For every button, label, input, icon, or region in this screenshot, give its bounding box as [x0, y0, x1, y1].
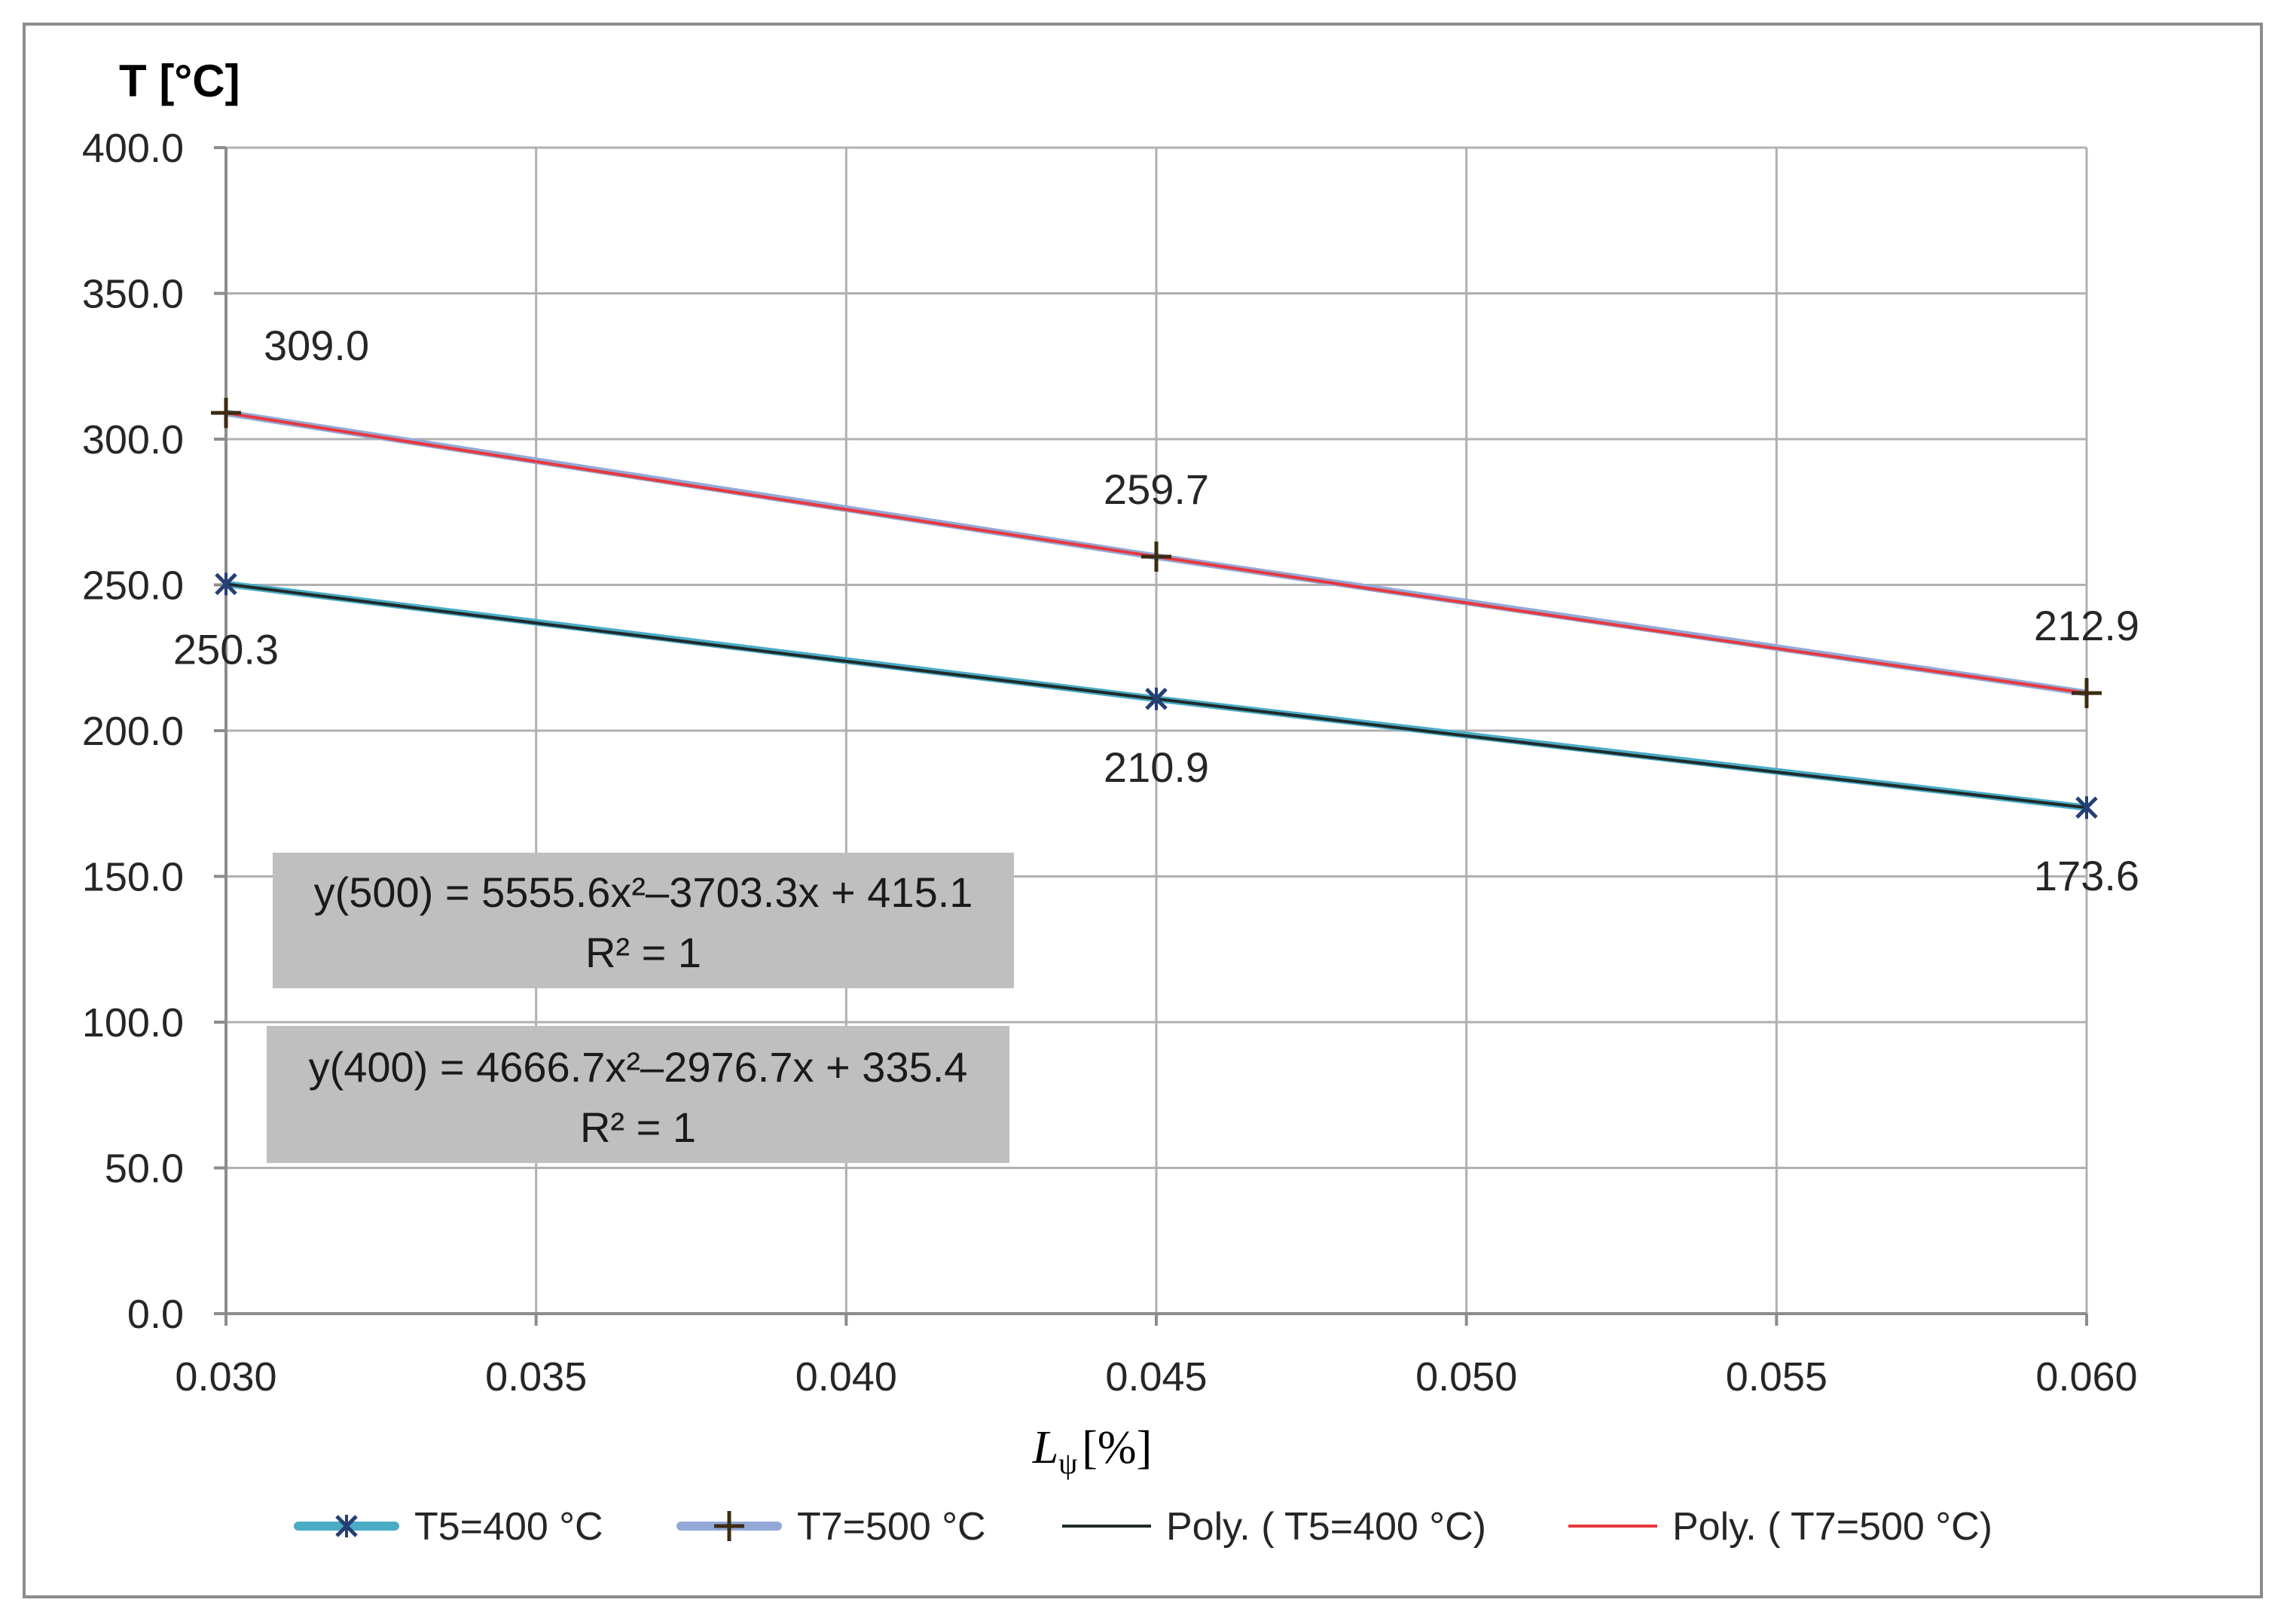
y-tick-labels: 0.0 50.0 100.0 150.0 200.0 250.0 300.0 350.0 400… [82, 126, 184, 1337]
x-tick-label-6: 0.060 [2035, 1354, 2137, 1400]
data-label-t7-2: 212.9 [2034, 602, 2139, 649]
equation-t7: y(500) = 5555.6x²–3703.3x + 415.1 [314, 868, 973, 916]
r2-t5: R² = 1 [580, 1104, 696, 1151]
legend-label-poly-t5: Poly. ( T5=400 °C) [1166, 1505, 1486, 1549]
legend-item-t7: T7=500 °C [676, 1505, 986, 1549]
equation-box-t5-bg [267, 1026, 1009, 1163]
y-tick-label-5: 250.0 [82, 563, 184, 609]
y-tick-label-4: 200.0 [82, 709, 184, 754]
equation-t5: y(400) = 4666.7x²–2976.7x + 335.4 [309, 1043, 968, 1091]
point-t5-2 [2075, 796, 2098, 820]
x-tick-label-1: 0.035 [485, 1354, 587, 1400]
equation-box-t5: y(400) = 4666.7x²–2976.7x + 335.4 R² = 1 [267, 1026, 1009, 1163]
equation-box-t7: y(500) = 5555.6x²–3703.3x + 415.1 R² = 1 [273, 853, 1014, 988]
x-tick-label-3: 0.045 [1105, 1354, 1207, 1400]
y-tick-label-2: 100.0 [82, 1000, 184, 1046]
y-tick-label-8: 400.0 [82, 126, 184, 171]
point-t7-2 [2072, 678, 2102, 709]
legend-item-t5: T5=400 °C [294, 1505, 603, 1549]
x-axis-title-sub: ψ [1058, 1446, 1077, 1480]
legend-marker-t7 [714, 1511, 744, 1541]
x-tick-labels: 0.030 0.035 0.040 0.045 0.050 0.055 0.060 [175, 1354, 2137, 1400]
point-t7-0 [211, 398, 241, 429]
legend-label-t5: T5=400 °C [414, 1505, 603, 1549]
legend-marker-t5-shape [335, 1515, 358, 1537]
legend-item-poly-t5: Poly. ( T5=400 °C) [1062, 1505, 1486, 1549]
data-label-t5-0: 250.3 [173, 625, 279, 673]
legend-label-poly-t7: Poly. ( T7=500 °C) [1672, 1505, 1992, 1549]
point-t5-0 [215, 572, 237, 596]
equation-box-t7-bg [273, 853, 1014, 988]
y-tick-label-0: 0.0 [127, 1292, 184, 1337]
legend-item-poly-t7: Poly. ( T7=500 °C) [1568, 1505, 1992, 1549]
series-layer [211, 398, 2102, 820]
point-t5-1 [1145, 687, 1168, 710]
data-label-t5-1: 210.9 [1104, 743, 1209, 791]
y-tick-label-6: 300.0 [82, 417, 184, 462]
data-label-t7-1: 259.7 [1104, 466, 1209, 513]
chart-frame [23, 23, 2263, 1598]
x-tick-label-2: 0.040 [795, 1354, 897, 1400]
y-axis-title: T [°C] [119, 56, 240, 106]
x-axis-title: Lψ[%] [1032, 1422, 1152, 1480]
legend-marker-t5 [335, 1515, 358, 1537]
x-axis-title-main: L [1032, 1422, 1058, 1473]
r2-t7: R² = 1 [585, 929, 701, 976]
y-tick-label-7: 350.0 [82, 272, 184, 317]
legend-marker-t7-shape [714, 1511, 744, 1541]
data-label-t5-2: 173.6 [2034, 852, 2139, 899]
y-tick-label-3: 150.0 [82, 855, 184, 900]
x-tick-label-4: 0.050 [1415, 1354, 1517, 1400]
data-label-t7-0: 309.0 [264, 322, 369, 369]
x-axis-title-unit: [%] [1082, 1422, 1152, 1473]
data-labels: 250.3 210.9 173.6 309.0 259.7 212.9 [173, 322, 2139, 899]
x-tick-label-5: 0.055 [1726, 1354, 1828, 1400]
x-tick-label-0: 0.030 [175, 1354, 276, 1400]
legend: T5=400 °C T7=500 °C Poly. ( T5=400 °C) P… [294, 1505, 1992, 1549]
axes [214, 146, 2088, 1326]
point-t7-1 [1141, 541, 1171, 572]
y-tick-label-1: 50.0 [105, 1146, 184, 1192]
legend-label-t7: T7=500 °C [797, 1505, 986, 1549]
